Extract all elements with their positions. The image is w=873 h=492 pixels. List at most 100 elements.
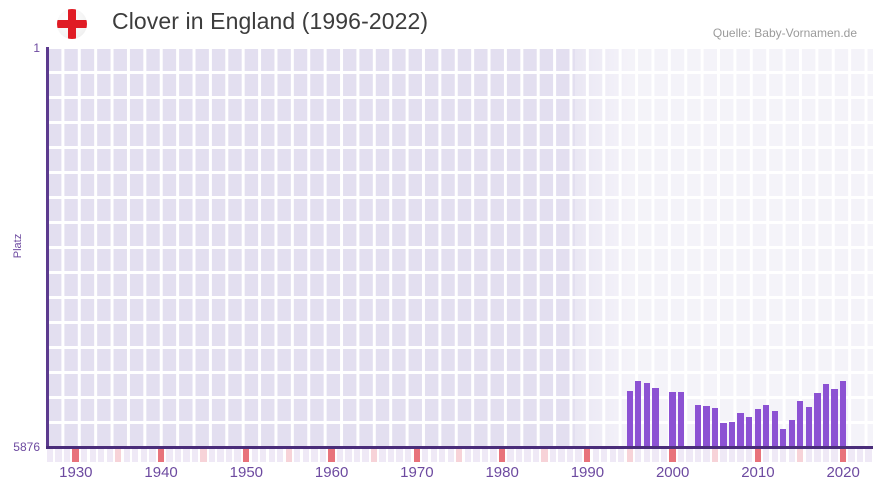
x-tick-2009	[746, 449, 753, 462]
bar-series	[46, 47, 873, 447]
x-tick-major-2000	[669, 449, 676, 462]
x-tick-1954	[277, 449, 284, 462]
x-axis-label-1970: 1970	[400, 464, 434, 481]
y-axis-title: Platz	[12, 233, 24, 259]
x-tick-1989	[575, 449, 582, 462]
x-tick-1948	[225, 449, 233, 462]
x-tick-major-1970	[413, 449, 420, 462]
y-axis-top-tick: 1	[33, 41, 40, 55]
x-tick-major-1960	[328, 449, 335, 462]
x-axis-label-2010: 2010	[741, 464, 775, 481]
x-tick-1945	[200, 449, 207, 462]
bar-1997	[643, 383, 651, 447]
x-tick-major-2020	[839, 449, 847, 462]
bar-2001	[677, 392, 685, 447]
y-axis-line	[46, 47, 49, 449]
page-title: Clover in England (1996-2022)	[112, 8, 429, 34]
plot-area	[46, 47, 873, 447]
x-tick-1946	[208, 449, 216, 462]
x-tick-1988	[566, 449, 574, 462]
x-tick-2013	[780, 449, 787, 462]
x-axis-label-2020: 2020	[826, 464, 860, 481]
x-tick-major-1940	[157, 449, 165, 462]
x-tick-1971	[422, 449, 429, 462]
x-tick-1998	[652, 449, 659, 462]
x-tick-1961	[336, 449, 344, 462]
bar-2017	[814, 393, 821, 447]
x-axis-line	[46, 446, 873, 449]
bar-2009	[746, 417, 753, 447]
x-tick-1999	[660, 449, 668, 462]
x-tick-1995	[626, 449, 633, 462]
bar-1995	[626, 391, 633, 447]
x-tick-1973	[439, 449, 446, 462]
x-tick-1937	[132, 449, 139, 462]
x-tick-2022	[856, 449, 864, 462]
x-axis-label-1940: 1940	[144, 464, 178, 481]
x-tick-1933	[98, 449, 105, 462]
x-tick-1947	[217, 449, 224, 462]
x-axis-tick-blocks	[46, 449, 873, 462]
x-tick-1969	[404, 449, 412, 462]
x-tick-1936	[123, 449, 130, 462]
x-tick-major-2010	[754, 449, 761, 462]
x-tick-1963	[353, 449, 361, 462]
bar-2012	[771, 411, 778, 447]
x-tick-1993	[609, 449, 616, 462]
x-tick-2007	[728, 449, 736, 462]
x-tick-1974	[447, 449, 454, 462]
x-tick-1953	[268, 449, 275, 462]
x-tick-1983	[524, 449, 531, 462]
x-tick-2006	[720, 449, 727, 462]
bar-2016	[805, 407, 812, 447]
x-tick-1959	[319, 449, 327, 462]
bar-2010	[754, 409, 761, 447]
bar-2000	[669, 392, 676, 447]
x-tick-1975	[456, 449, 463, 462]
x-axis-label-1990: 1990	[570, 464, 605, 481]
x-tick-1941	[166, 449, 173, 462]
x-tick-2004	[703, 449, 710, 462]
x-tick-1938	[140, 449, 147, 462]
x-tick-1939	[149, 449, 156, 462]
x-tick-1972	[430, 449, 437, 462]
x-tick-1964	[362, 449, 369, 462]
chart-header: Clover in England (1996-2022) Quelle: Ba…	[0, 0, 873, 46]
bar-2006	[720, 423, 727, 447]
x-axis-label-1950: 1950	[229, 464, 264, 481]
x-tick-1979	[490, 449, 497, 462]
x-axis-labels: 1930 1940 1950 1960 1970 1980 1990 2000 2010 2020	[0, 464, 873, 488]
x-tick-1943	[183, 449, 190, 462]
bar-2011	[763, 405, 770, 447]
x-tick-2019	[831, 449, 838, 462]
x-axis-label-1980: 1980	[485, 464, 519, 481]
x-tick-1981	[507, 449, 514, 462]
bar-2018	[822, 384, 830, 447]
bar-2005	[711, 408, 719, 447]
x-tick-1956	[294, 449, 301, 462]
x-tick-2017	[814, 449, 821, 462]
x-tick-2016	[805, 449, 812, 462]
x-tick-2011	[763, 449, 770, 462]
x-tick-major-1930	[72, 449, 79, 462]
x-tick-1962	[345, 449, 352, 462]
x-tick-1942	[174, 449, 182, 462]
bar-2003	[694, 405, 702, 447]
bar-2020	[839, 381, 847, 447]
x-tick-1994	[618, 449, 625, 462]
bar-2008	[737, 413, 744, 447]
x-tick-2014	[788, 449, 795, 462]
bar-2004	[703, 406, 710, 447]
x-tick-1927	[46, 449, 54, 462]
x-tick-1968	[396, 449, 403, 462]
x-tick-2001	[677, 449, 685, 462]
x-tick-1957	[302, 449, 309, 462]
x-tick-1955	[285, 449, 292, 462]
x-tick-2018	[822, 449, 830, 462]
x-tick-1966	[379, 449, 386, 462]
x-tick-1982	[515, 449, 523, 462]
x-tick-1934	[106, 449, 113, 462]
x-tick-major-1980	[498, 449, 506, 462]
x-tick-1958	[311, 449, 318, 462]
x-tick-1987	[558, 449, 565, 462]
